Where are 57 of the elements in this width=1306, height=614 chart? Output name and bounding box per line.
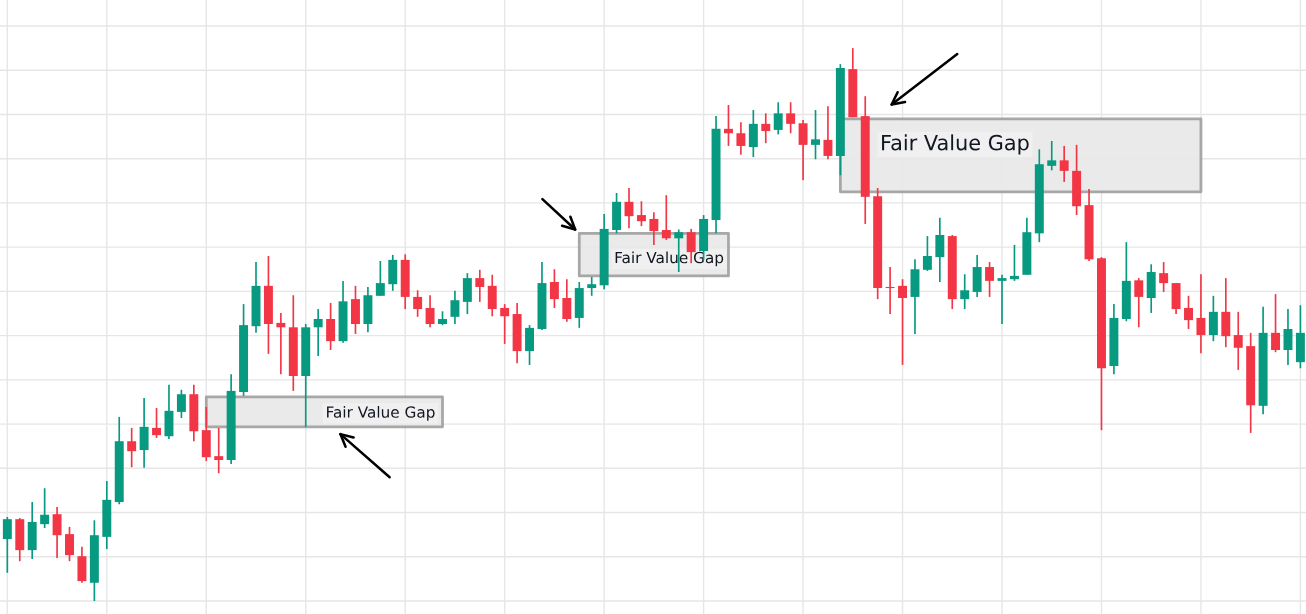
candlestick xyxy=(214,427,224,475)
candlestick xyxy=(487,273,497,318)
candlestick xyxy=(525,324,535,366)
candlestick xyxy=(661,194,671,241)
candlestick xyxy=(736,121,746,156)
candlestick xyxy=(798,119,808,182)
candlestick xyxy=(885,266,895,315)
candlestick xyxy=(1047,140,1057,172)
candlestick xyxy=(773,101,783,136)
candlestick xyxy=(326,302,336,351)
band-label: Fair Value Gap xyxy=(327,406,435,421)
candlestick xyxy=(723,104,733,147)
candlestick xyxy=(761,112,771,145)
candlestick xyxy=(922,235,932,272)
candlestick xyxy=(997,273,1007,325)
candlestick xyxy=(649,211,659,246)
candlestick xyxy=(898,278,908,366)
candlestick xyxy=(562,278,572,323)
candlestick xyxy=(276,312,286,376)
candlestick xyxy=(65,526,74,563)
candlestick xyxy=(176,388,186,419)
candlestick xyxy=(549,268,559,309)
candlestick xyxy=(811,109,820,161)
candlestick xyxy=(127,427,137,469)
candlestick xyxy=(1184,294,1193,330)
candlestick xyxy=(935,217,945,283)
candlestick xyxy=(1208,294,1218,342)
candlestick xyxy=(786,101,796,135)
candlestick xyxy=(1134,277,1144,329)
band-label: Fair Value Gap xyxy=(882,134,1029,155)
candlestick xyxy=(462,272,472,315)
candlestick xyxy=(139,397,149,469)
candlestick xyxy=(587,276,597,297)
candlestick xyxy=(2,516,12,574)
candlestick xyxy=(686,228,696,265)
candlestick xyxy=(500,303,510,345)
candlestick xyxy=(375,260,385,297)
candlestick xyxy=(748,109,758,158)
candlestick xyxy=(52,506,62,559)
candlestick xyxy=(152,407,162,439)
candlestick xyxy=(1283,308,1293,366)
candlestick xyxy=(40,487,50,529)
candlestick xyxy=(475,268,485,303)
candlestick xyxy=(313,308,323,357)
candlestick xyxy=(823,105,833,161)
candlestick xyxy=(636,200,646,227)
candlestick xyxy=(1233,311,1243,371)
candlestick xyxy=(413,289,423,318)
candlestick xyxy=(1059,145,1069,183)
candlestick xyxy=(1196,273,1206,355)
candlestick xyxy=(960,273,970,310)
candlestick xyxy=(450,289,460,325)
candlestick xyxy=(1159,261,1169,293)
candlestick xyxy=(1009,244,1019,282)
candlestick xyxy=(985,261,995,298)
candlestick xyxy=(425,294,435,329)
candlestick xyxy=(1271,293,1281,354)
